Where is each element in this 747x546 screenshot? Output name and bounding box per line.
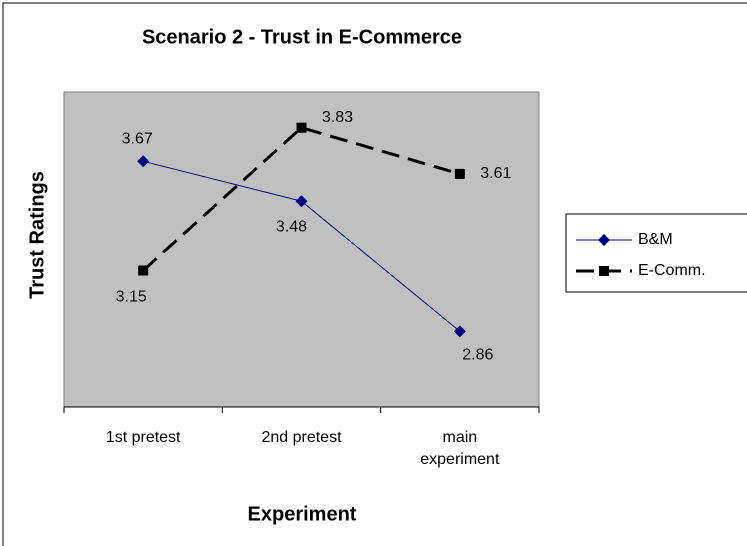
marker (453, 325, 466, 338)
x-axis-label: Experiment (248, 503, 357, 525)
marker (138, 265, 149, 276)
data-label: 2.86 (462, 347, 493, 364)
marker (454, 168, 465, 179)
data-label: 3.67 (122, 131, 153, 148)
y-axis-label: Trust Ratings (26, 171, 48, 299)
legend-label: E-Comm. (638, 262, 706, 279)
legend (565, 213, 747, 293)
legend-label: B&M (638, 231, 673, 248)
series-line (142, 126, 461, 272)
x-tick-label: 2nd pretest (261, 429, 342, 446)
plot-area (63, 91, 540, 408)
data-label: 3.61 (480, 165, 511, 182)
marker (598, 234, 610, 246)
marker (295, 195, 308, 208)
data-label: 3.15 (116, 289, 147, 306)
chart-title: Scenario 2 - Trust in E-Commerce (142, 26, 462, 48)
marker (137, 155, 150, 168)
data-label: 3.48 (276, 218, 307, 235)
x-tick-label: 1st pretest (105, 429, 181, 446)
x-tick-label: main experiment (420, 429, 500, 468)
marker (599, 266, 609, 276)
marker (296, 122, 307, 133)
data-label: 3.83 (322, 109, 353, 126)
